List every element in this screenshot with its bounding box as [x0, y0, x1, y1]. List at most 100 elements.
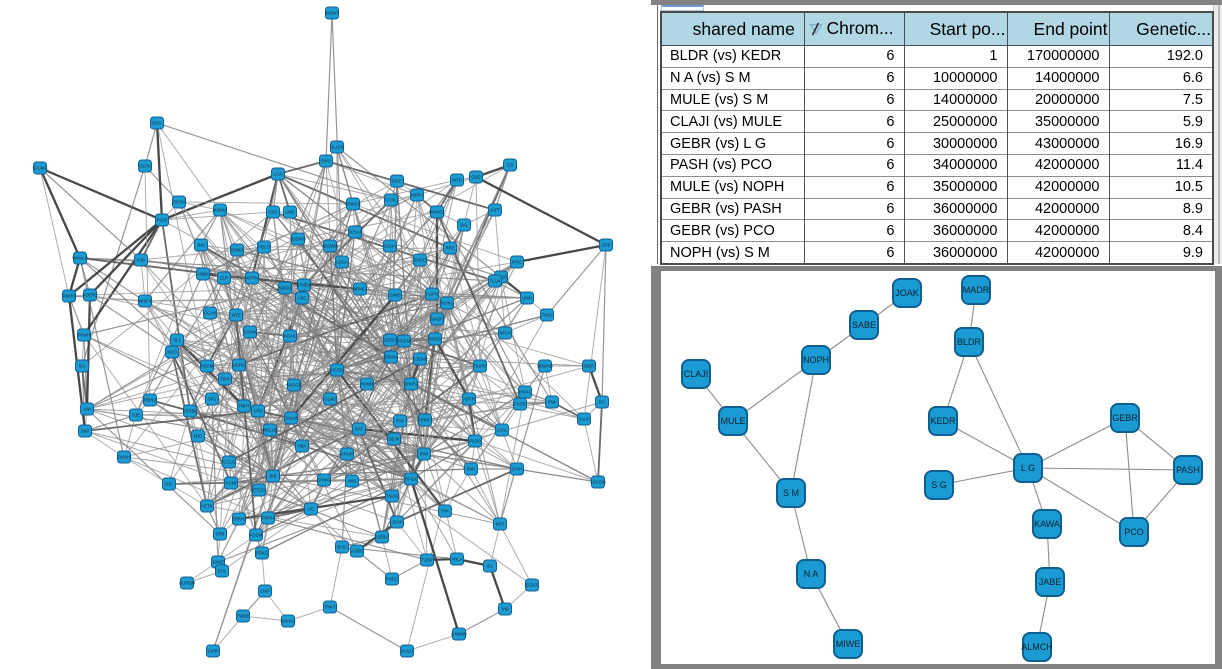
svg-text:JAW: JAW [83, 407, 92, 412]
svg-text:HCSD: HCSD [331, 368, 343, 373]
svg-text:TLLW: TLLW [490, 279, 501, 284]
svg-text:USDWO: USDWO [290, 237, 307, 242]
svg-text:NUIKU: NUIKU [440, 301, 453, 306]
svg-text:TMHT: TMHT [238, 404, 250, 409]
svg-text:IWS: IWS [348, 479, 356, 484]
svg-text:LOAL: LOAL [497, 428, 508, 433]
svg-text:IPGC: IPGC [512, 260, 522, 265]
svg-text:BTNEW: BTNEW [296, 283, 311, 288]
svg-text:UUSAF: UUSAF [348, 230, 363, 235]
svg-text:KAWA: KAWA [1034, 519, 1060, 529]
svg-text:KDAK: KDAK [284, 334, 296, 339]
svg-text:KFTN: KFTN [247, 276, 258, 281]
svg-text:TNKT: TNKT [325, 605, 336, 610]
svg-text:PASH: PASH [1176, 465, 1200, 475]
svg-text:JNG: JNG [197, 243, 205, 248]
svg-text:JIKLM: JIKLM [285, 416, 297, 421]
svg-text:MADF: MADF [431, 317, 443, 322]
svg-text:NOT: NOT [496, 522, 505, 527]
svg-text:KGO: KGO [167, 350, 177, 355]
svg-text:SKP: SKP [81, 429, 90, 434]
svg-text:BSRBK: BSRBK [183, 409, 197, 414]
svg-text:SIU: SIU [79, 364, 86, 369]
svg-text:WISFK: WISFK [138, 299, 151, 304]
svg-text:ANLA: ANLA [452, 557, 463, 562]
svg-text:ENH: ENH [467, 467, 476, 472]
svg-text:PHP: PHP [396, 419, 405, 424]
svg-text:FSUF: FSUF [157, 218, 168, 223]
svg-text:CPB: CPB [216, 532, 225, 537]
svg-text:CINF: CINF [260, 589, 270, 594]
svg-text:JPJC: JPJC [337, 545, 347, 550]
svg-text:OERJ: OERJ [376, 535, 387, 540]
svg-text:GLWJ: GLWJ [324, 397, 335, 402]
svg-text:MJO: MJO [194, 434, 204, 439]
svg-text:HBA: HBA [298, 444, 307, 449]
svg-text:SMGU: SMGU [279, 286, 292, 291]
svg-text:WMALH: WMALH [72, 256, 88, 261]
svg-text:MDPA: MDPA [411, 193, 423, 198]
svg-text:NLLSN: NLLSN [330, 145, 344, 150]
svg-text:GIMD: GIMD [390, 293, 401, 298]
svg-text:AOBG: AOBG [351, 549, 363, 554]
svg-text:BLDR: BLDR [957, 337, 982, 347]
svg-text:RUPR: RUPR [474, 364, 486, 369]
svg-text:LDGA: LDGA [336, 260, 348, 265]
svg-text:BICE: BICE [392, 179, 402, 184]
svg-text:DFON: DFON [173, 200, 185, 205]
svg-text:SHWG: SHWG [317, 478, 330, 483]
svg-text:DDHAO: DDHAO [280, 619, 296, 624]
svg-text:OFB: OFB [602, 243, 611, 248]
svg-text:OJE: OJE [132, 413, 140, 418]
svg-text:KETN: KETN [201, 504, 212, 509]
svg-text:LPAH: LPAH [512, 467, 523, 472]
svg-text:EHL: EHL [218, 569, 227, 574]
svg-text:TNIJG: TNIJG [386, 494, 398, 499]
svg-text:GJGMF: GJGMF [413, 357, 428, 362]
svg-text:TDBP: TDBP [421, 558, 432, 563]
svg-text:SABE: SABE [852, 320, 876, 330]
svg-text:EGNT: EGNT [526, 583, 538, 588]
svg-text:AEOWW: AEOWW [322, 244, 339, 249]
svg-text:NRMGI: NRMGI [353, 287, 367, 292]
svg-text:RRE: RRE [446, 246, 455, 251]
svg-text:DBWM: DBWM [384, 355, 398, 360]
svg-text:CGLS: CGLS [223, 460, 235, 465]
svg-text:JAFT: JAFT [490, 208, 500, 213]
svg-text:GSHM: GSHM [244, 330, 257, 335]
svg-text:NGEM: NGEM [398, 339, 411, 344]
svg-text:HDERD: HDERD [83, 293, 98, 298]
svg-text:OUD: OUD [471, 175, 480, 180]
svg-text:DDJK: DDJK [389, 437, 400, 442]
svg-text:ETOD: ETOD [253, 488, 265, 493]
svg-text:LHWMN: LHWMN [451, 632, 467, 637]
svg-text:ELR: ELR [220, 276, 228, 281]
svg-text:CDC: CDC [268, 210, 277, 215]
svg-text:CPD: CPD [254, 409, 263, 414]
svg-text:LAJJ: LAJJ [273, 172, 282, 177]
svg-text:CCPL: CCPL [385, 198, 397, 203]
svg-text:DKL: DKL [460, 223, 469, 228]
svg-text:GGTA: GGTA [139, 164, 151, 169]
svg-text:WTE: WTE [231, 313, 241, 318]
svg-text:TWN: TWN [220, 377, 230, 382]
svg-text:PNK: PNK [548, 400, 557, 405]
svg-text:SFUMG: SFUMG [32, 166, 47, 171]
svg-text:FKOE: FKOE [514, 402, 526, 407]
svg-text:GLL: GLL [173, 338, 182, 343]
svg-text:DBBT: DBBT [583, 364, 595, 369]
svg-text:MIWE: MIWE [836, 639, 861, 649]
svg-text:FGPN: FGPN [426, 292, 438, 297]
svg-text:BAT: BAT [355, 427, 363, 432]
svg-text:NFLH: NFLH [500, 331, 511, 336]
svg-text:GEBR: GEBR [1112, 413, 1138, 423]
svg-text:MADR: MADR [963, 285, 990, 295]
svg-text:UMN: UMN [522, 296, 532, 301]
svg-text:IJC: IJC [308, 507, 314, 512]
svg-text:PWO: PWO [321, 159, 332, 164]
svg-text:KRUP: KRUP [341, 452, 353, 457]
svg-text:RFILK: RFILK [405, 477, 417, 482]
svg-text:ADFR: ADFR [463, 397, 474, 402]
svg-text:PDLO: PDLO [258, 245, 270, 250]
svg-text:AGOM: AGOM [250, 533, 263, 538]
